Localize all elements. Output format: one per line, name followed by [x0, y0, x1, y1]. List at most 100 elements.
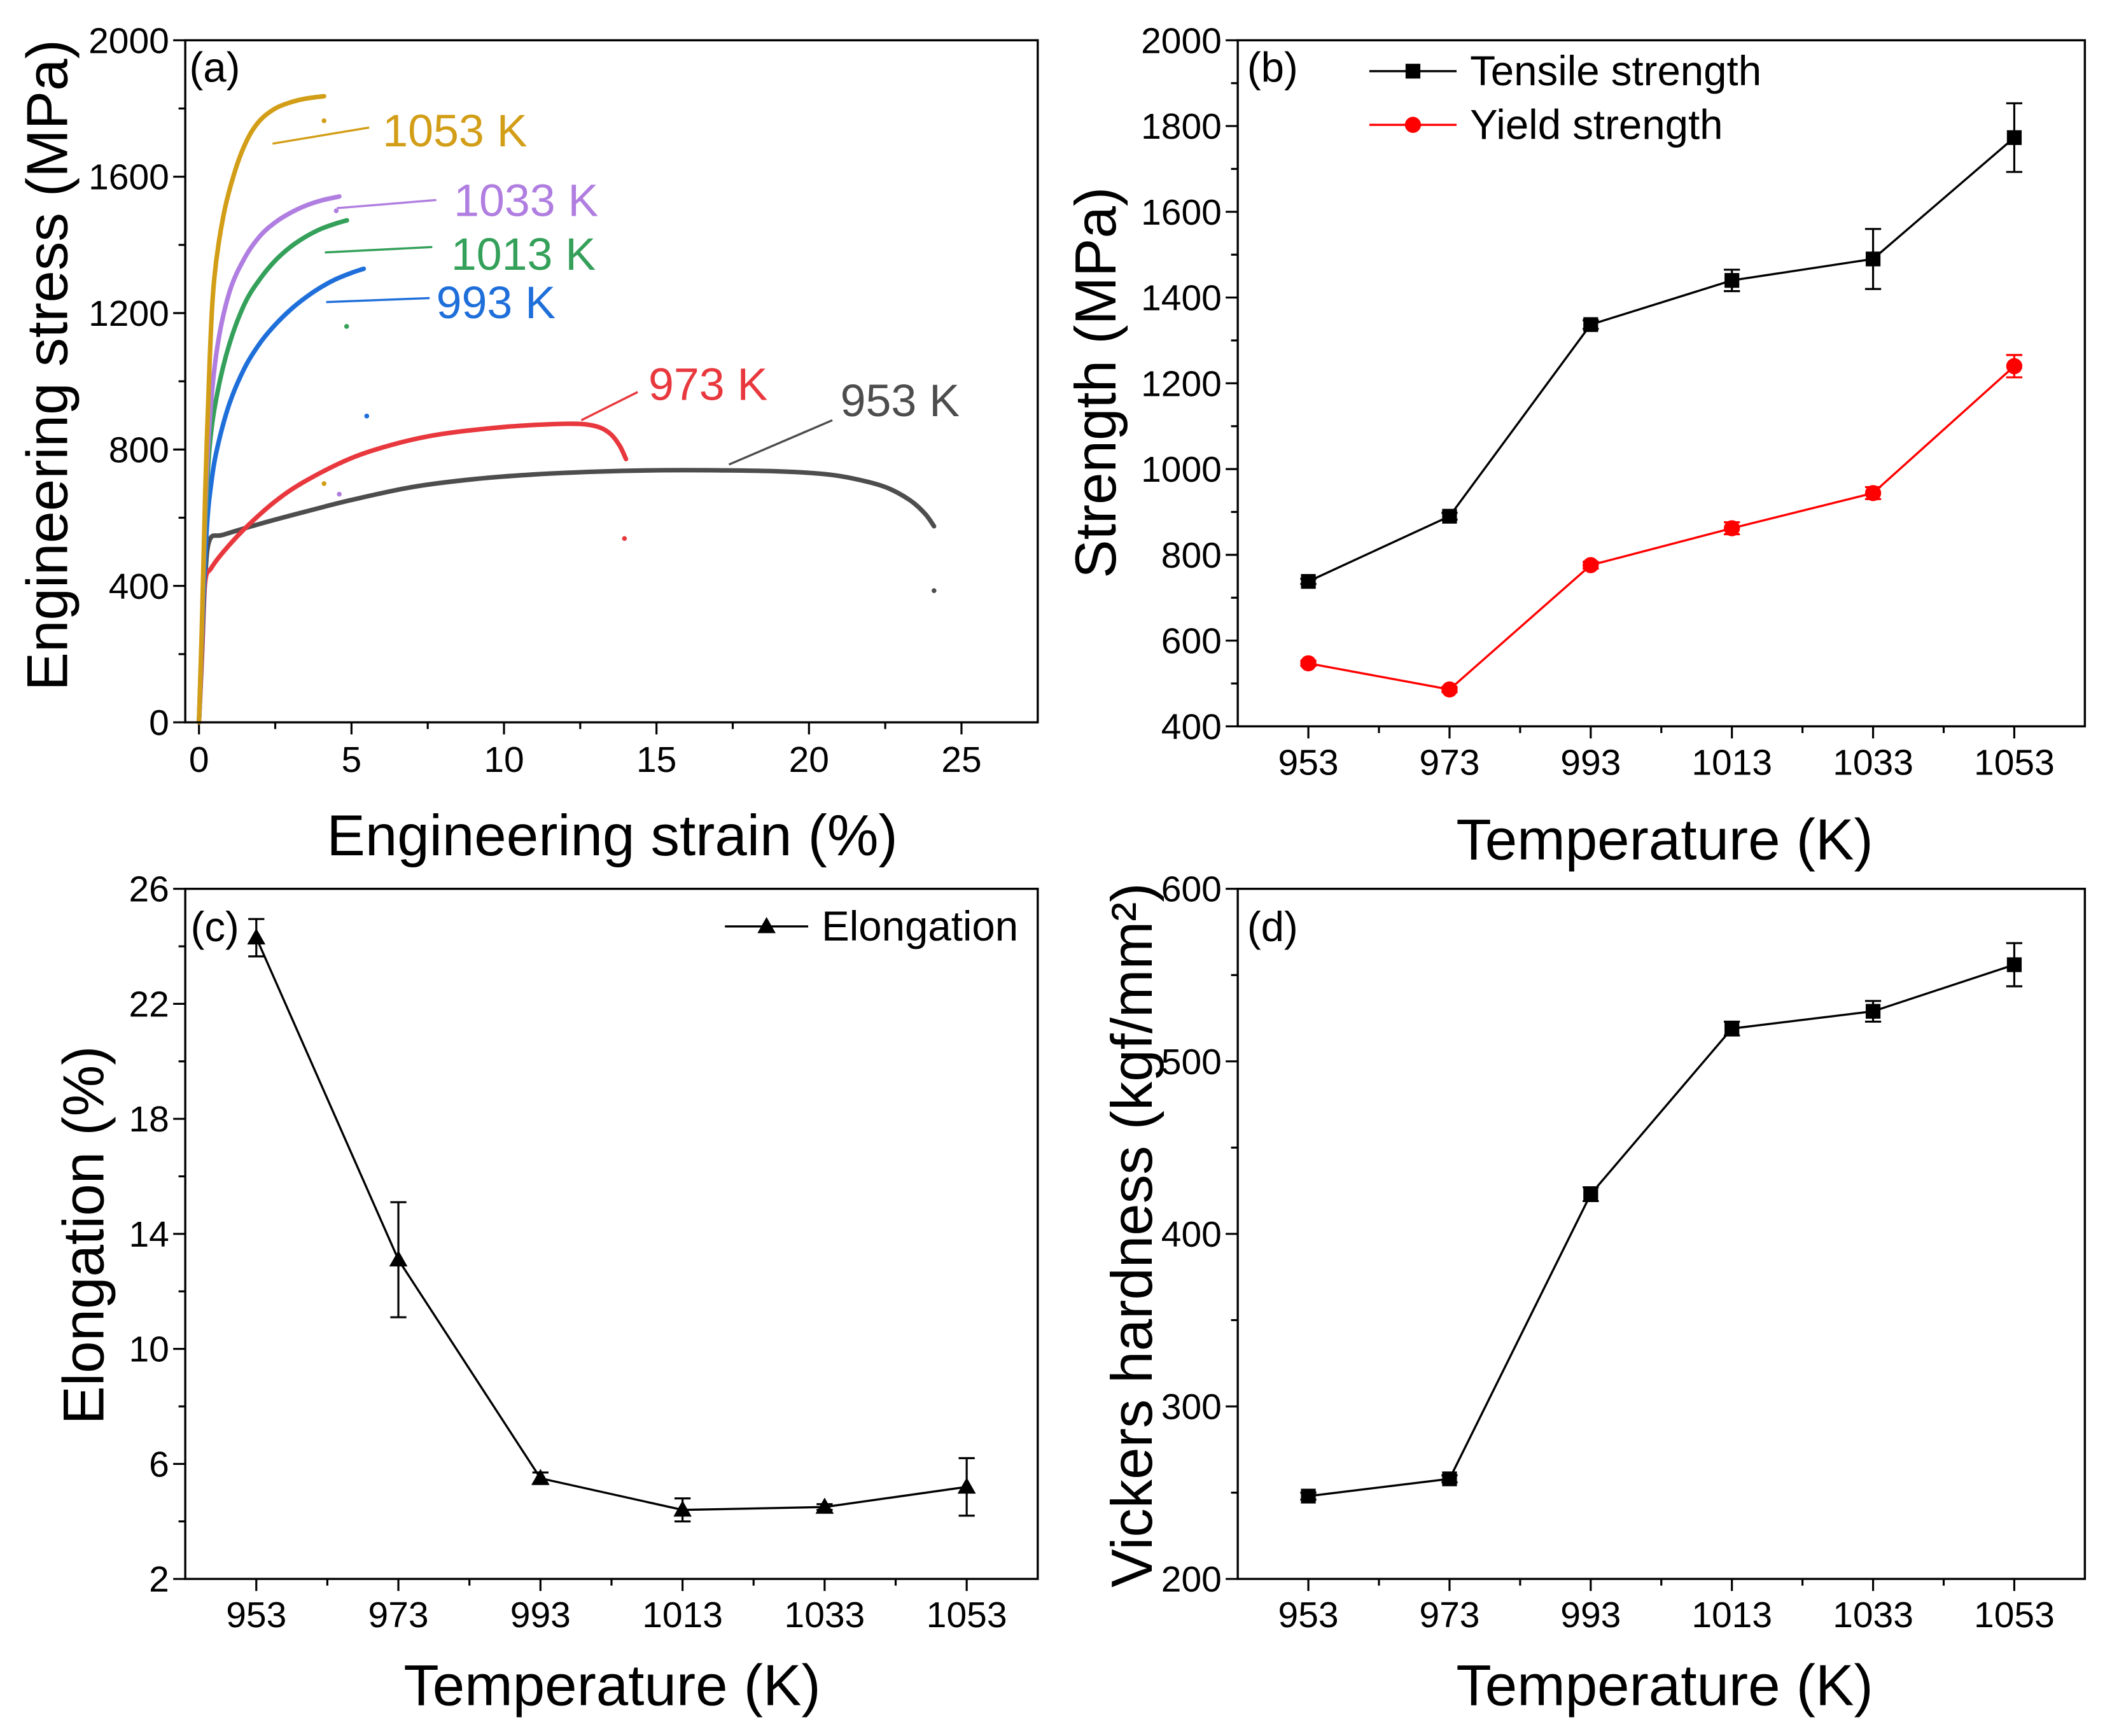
y-tick-label: 26: [129, 869, 169, 910]
x-tick-label: 973: [368, 1595, 429, 1635]
fracture-point: [344, 324, 349, 329]
legend-label: Tensile strength: [1470, 48, 1761, 94]
x-tick-label: 1013: [642, 1595, 723, 1635]
x-tick-label: 1013: [1691, 1595, 1772, 1635]
y-tick-label: 14: [129, 1214, 169, 1255]
x-tick-label: 1053: [927, 1595, 1007, 1635]
y-tick-label: 800: [1161, 535, 1222, 576]
legend: Elongation: [725, 903, 1018, 949]
axes: 400 600 800 1000 1200 1400 1600 1800 2000 953 973 9…: [1141, 20, 2055, 783]
y-tick-label: 22: [129, 984, 169, 1025]
series-0: [247, 918, 976, 1523]
leader-line: [580, 391, 638, 421]
circle-marker: [2006, 358, 2023, 375]
square-marker: [1405, 64, 1421, 79]
y-tick-label: 800: [109, 430, 169, 470]
square-marker: [1442, 508, 1457, 524]
x-tick-label: 1033: [785, 1595, 865, 1635]
fracture-point: [932, 588, 937, 594]
square-marker: [1301, 1488, 1316, 1504]
curve-label: 1013 K: [451, 229, 596, 280]
circle-marker: [1404, 116, 1422, 133]
triangle-marker: [757, 917, 776, 934]
x-axis-label: Engineering strain (%): [326, 804, 897, 868]
x-tick-label: 0: [189, 739, 209, 780]
x-axis-label: Temperature (K): [1456, 808, 1873, 872]
leader-line: [272, 126, 370, 145]
series-line: [255, 937, 967, 1511]
plot-area: [1300, 102, 2023, 698]
y-tick-label: 1200: [1141, 363, 1222, 404]
series-line: [1308, 136, 2015, 583]
square-marker: [1301, 574, 1316, 589]
series-line: [1308, 963, 2015, 1497]
x-tick-label: 993: [1560, 1595, 1621, 1635]
x-tick-label: 20: [789, 739, 829, 780]
triangle-marker: [815, 1497, 834, 1514]
y-tick-label: 0: [149, 703, 169, 743]
square-marker: [1724, 273, 1740, 288]
x-tick-label: 953: [226, 1595, 286, 1635]
legend-label: Elongation: [822, 903, 1018, 949]
fracture-point: [622, 536, 627, 542]
y-tick-label: 1600: [1141, 192, 1222, 233]
x-tick-label: 25: [941, 739, 981, 780]
panel-b: 400 600 800 1000 1200 1400 1600 1800 2000 953 973 9…: [1064, 20, 2087, 872]
y-tick-label: 2000: [1141, 20, 1222, 61]
y-tick-label: 500: [1161, 1042, 1222, 1082]
circle-marker: [1583, 557, 1599, 573]
circle-marker: [1724, 520, 1740, 536]
x-tick-label: 993: [1560, 742, 1621, 783]
x-tick-label: 1033: [1833, 742, 1913, 783]
panel-label: (c): [191, 904, 239, 950]
y-tick-label: 400: [1161, 1214, 1222, 1255]
x-tick-label: 953: [1278, 742, 1339, 783]
axes-frame: [1236, 888, 2087, 1580]
axes-frame: [184, 888, 1039, 1580]
panel-label: (a): [189, 45, 240, 91]
square-marker: [1865, 251, 1881, 267]
curve-label: 1033 K: [454, 176, 598, 227]
series-1: [1300, 354, 2023, 698]
x-tick-label: 1053: [1974, 1595, 2055, 1635]
y-tick-label: 1800: [1141, 106, 1222, 147]
circle-marker: [1441, 681, 1458, 698]
y-tick-label: 6: [149, 1444, 169, 1485]
leader-line: [337, 199, 437, 209]
square-marker: [1442, 1471, 1457, 1487]
axes: 200 300 400 500 600 953 973 993 1013 1033 1053: [1161, 869, 2055, 1635]
x-tick-label: 15: [636, 739, 676, 780]
fracture-point: [337, 491, 342, 497]
x-tick-label: 973: [1419, 1595, 1479, 1635]
plot-area: [1300, 942, 2023, 1504]
x-tick-label: 1053: [1974, 742, 2055, 783]
panel-d: 200 300 400 500 600 953 973 993 1013 1033 1053 Temp…: [1100, 869, 2087, 1718]
series-line: [1308, 365, 2015, 691]
fracture-point: [333, 208, 339, 214]
y-tick-label: 10: [129, 1329, 169, 1370]
square-marker: [1583, 317, 1598, 332]
x-tick-label: 973: [1419, 742, 1479, 783]
triangle-marker: [389, 1250, 408, 1267]
y-tick-label: 1000: [1141, 449, 1222, 490]
y-tick-label: 600: [1161, 869, 1222, 910]
square-marker: [2006, 957, 2022, 972]
x-tick-label: 1033: [1833, 1595, 1913, 1635]
panel-label: (b): [1247, 45, 1298, 91]
series-0: [1300, 102, 2023, 589]
y-axis-label: Elongation (%): [52, 1046, 116, 1425]
series-0: [1300, 942, 2023, 1504]
square-marker: [2006, 130, 2022, 145]
y-axis-label: Strength (MPa): [1064, 187, 1128, 578]
axes-frame: [184, 39, 1039, 724]
triangle-marker: [531, 1469, 550, 1485]
stress-strain-curve: [197, 421, 629, 725]
y-tick-label: 1200: [88, 293, 169, 334]
y-tick-label: 2: [149, 1559, 169, 1600]
